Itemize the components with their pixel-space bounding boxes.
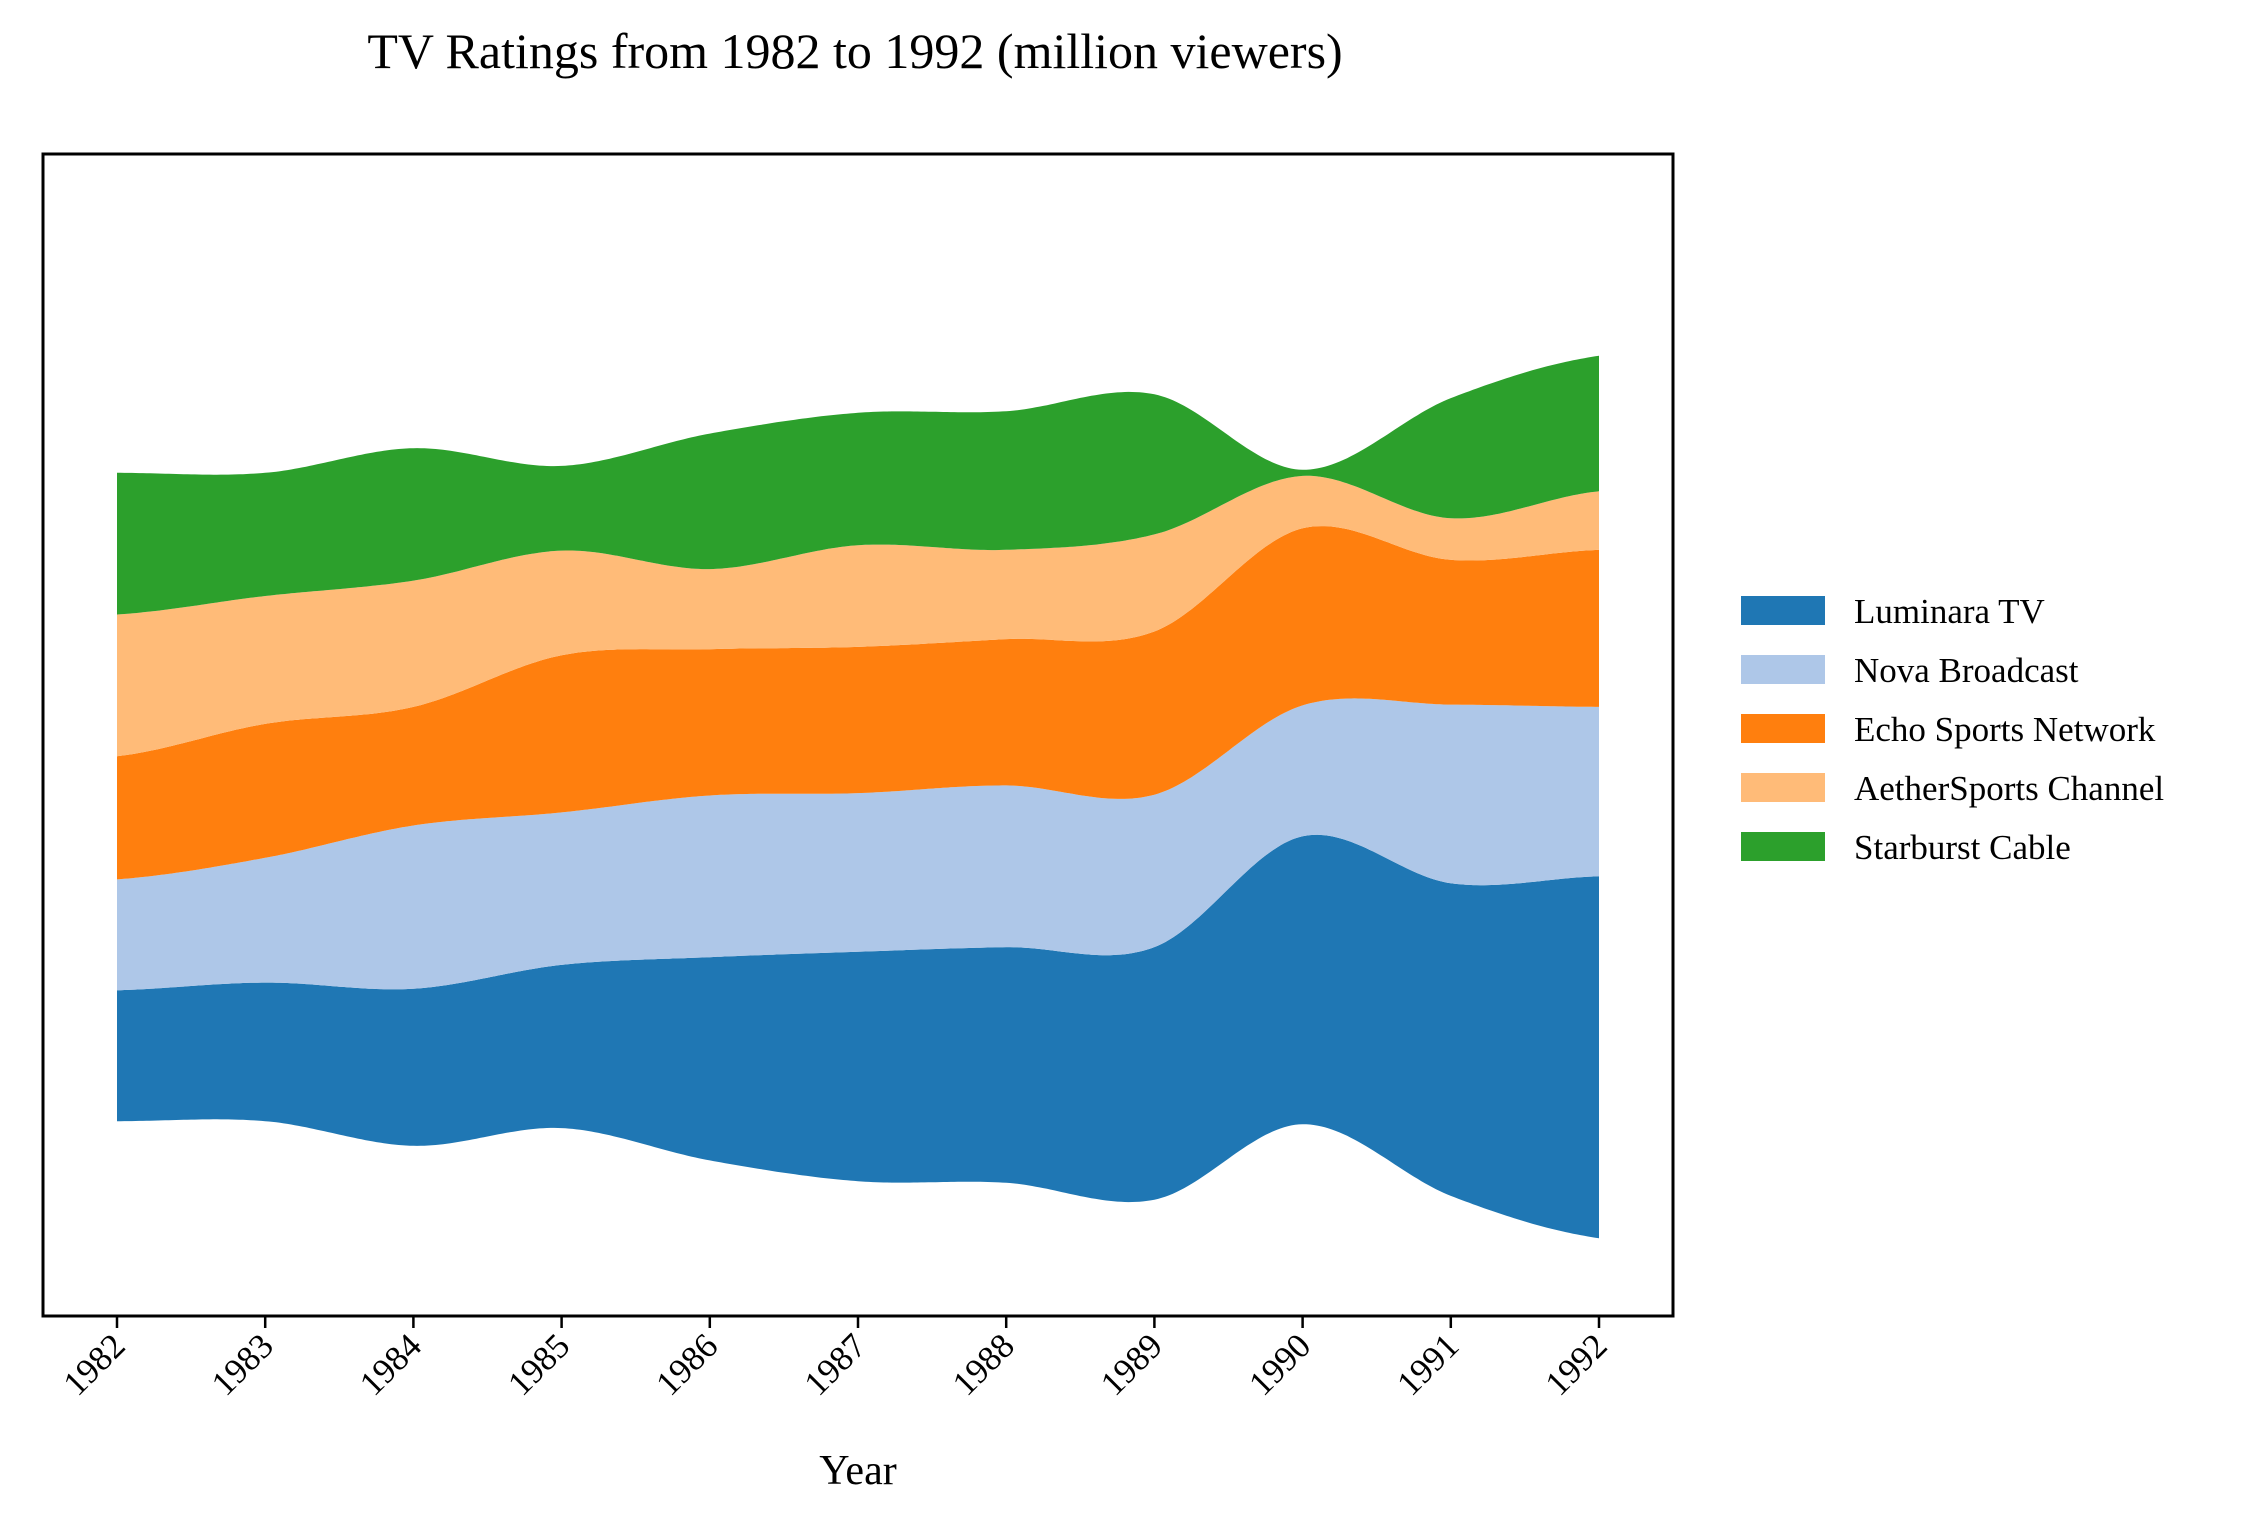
x-tick-label: 1988 (945, 1326, 1022, 1403)
legend-swatch (1741, 596, 1825, 625)
x-tick-label: 1992 (1538, 1326, 1615, 1403)
x-axis-label: Year (819, 1448, 896, 1494)
legend-label: Luminara TV (1854, 592, 2045, 631)
legend-swatch (1741, 714, 1825, 743)
area-echo-sports-network (117, 526, 1599, 880)
legend-label: AetherSports Channel (1854, 769, 2164, 808)
stream-areas (117, 355, 1599, 1239)
legend-label: Nova Broadcast (1854, 651, 2079, 690)
legend-label: Starburst Cable (1854, 828, 2071, 867)
x-tick-label: 1982 (56, 1326, 133, 1403)
x-tick-label: 1990 (1241, 1326, 1318, 1403)
x-tick-label: 1991 (1389, 1326, 1466, 1403)
x-tick-label: 1989 (1093, 1326, 1170, 1403)
area-aethersports-channel (117, 475, 1599, 757)
x-tick-label: 1983 (204, 1326, 281, 1403)
area-nova-broadcast (117, 698, 1599, 991)
legend-label: Echo Sports Network (1854, 710, 2156, 749)
legend: Luminara TV Nova Broadcast Echo Sports Net… (1741, 592, 2164, 867)
legend-swatch (1741, 773, 1825, 802)
area-starburst-cable (117, 355, 1599, 615)
legend-swatch (1741, 832, 1825, 861)
legend-swatch (1741, 655, 1825, 684)
x-tick-label: 1984 (352, 1326, 429, 1403)
chart-title: TV Ratings from 1982 to 1992 (million vi… (367, 23, 1342, 79)
area-luminara-tv (117, 834, 1599, 1239)
x-axis: 1982 1983 1984 1985 1986 1987 1988 1989 1990 1991… (56, 1316, 1615, 1403)
x-tick-label: 1985 (500, 1326, 577, 1403)
x-tick-label: 1986 (648, 1326, 725, 1403)
x-tick-label: 1987 (797, 1326, 874, 1403)
